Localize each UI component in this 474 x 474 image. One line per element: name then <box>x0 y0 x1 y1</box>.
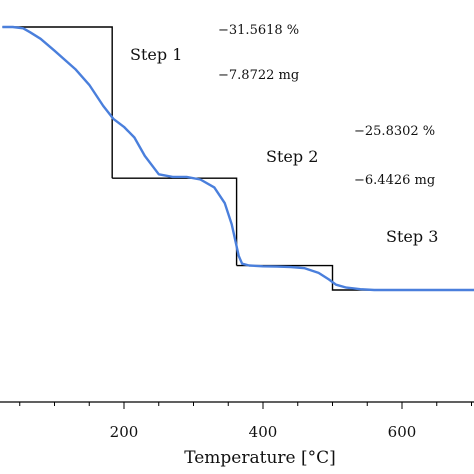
axis-layer: 200 400 600 <box>0 401 474 441</box>
x-tick-label: 600 <box>388 423 417 441</box>
step-2-line <box>112 177 238 266</box>
step-3-line <box>236 264 474 291</box>
x-axis-label: Temperature [°C] <box>184 448 336 468</box>
x-tick-label: 200 <box>110 423 139 441</box>
step-3-label: Step 3 <box>386 227 438 246</box>
step-1-mass: −7.8722 mg <box>218 68 299 83</box>
step-2-mass: −6.4426 mg <box>354 173 435 188</box>
annotations: Step 1 −31.5618 % −7.8722 mg Step 2 −25.8302… <box>130 23 438 246</box>
step-1-line <box>2 26 113 179</box>
mass-curve <box>2 25 474 292</box>
step-1-percent: −31.5618 % <box>218 23 299 38</box>
step-1-label: Step 1 <box>130 45 182 64</box>
step-2-label: Step 2 <box>266 147 318 166</box>
step-2-percent: −25.8302 % <box>354 124 435 139</box>
mass-loss-series-line <box>2 25 474 292</box>
x-tick-label: 400 <box>249 423 278 441</box>
